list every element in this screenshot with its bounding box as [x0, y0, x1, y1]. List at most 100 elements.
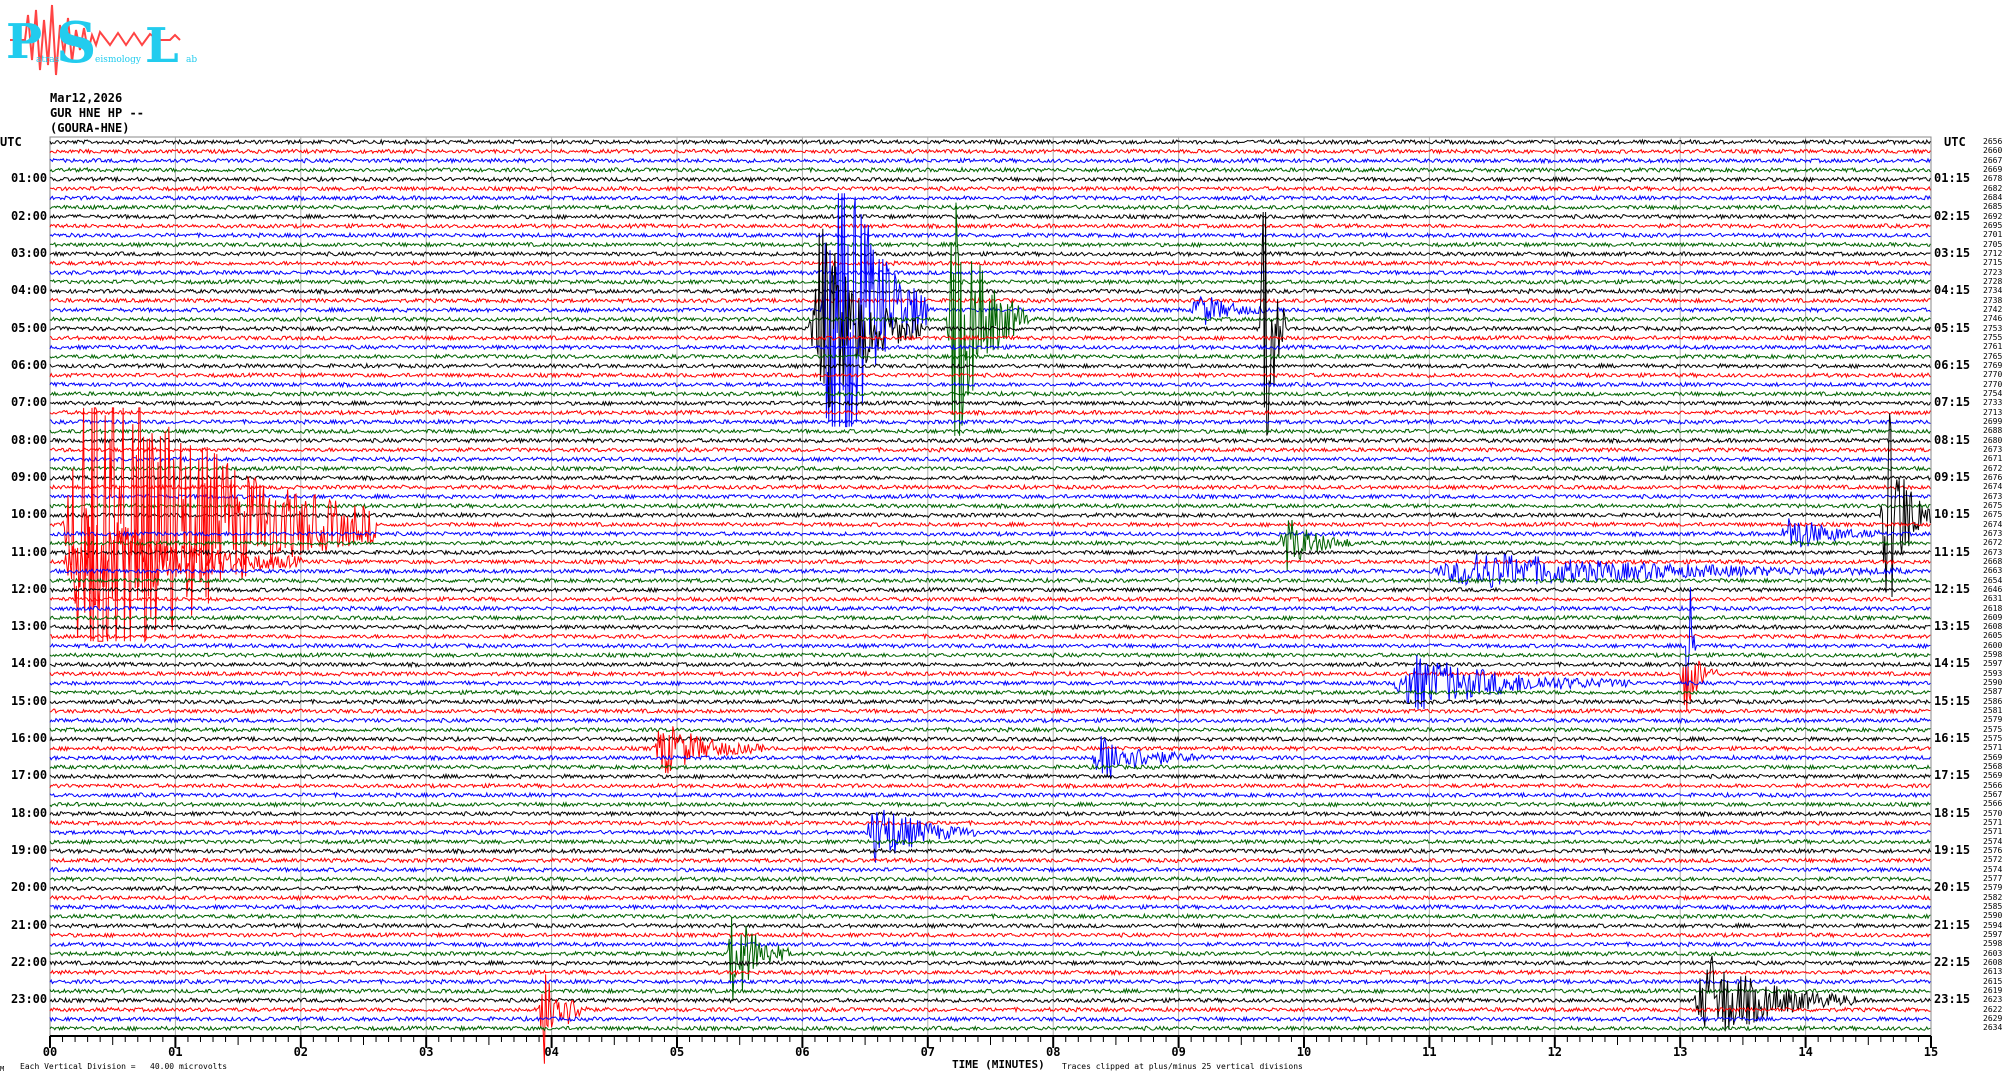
trace-value: 2579 — [1983, 883, 2003, 893]
trace-value: 2656 — [1983, 137, 2003, 146]
trace-value: 2701 — [1983, 230, 2003, 240]
trace-line — [49, 502, 1931, 510]
left-time-label: 17:00 — [11, 768, 48, 783]
trace-value: 2572 — [1983, 855, 2003, 865]
trace-value: 2753 — [1983, 323, 2003, 333]
trace-line — [49, 437, 1931, 445]
right-time-label: 01:15 — [1934, 171, 1971, 186]
trace-value: 2733 — [1983, 398, 2003, 408]
left-time-label: 12:00 — [11, 581, 48, 596]
right-time-label: 21:15 — [1934, 917, 1971, 932]
left-time-label: 03:00 — [11, 245, 48, 260]
trace-value: 2674 — [1983, 482, 2003, 492]
trace-value: 2569 — [1983, 771, 2003, 781]
right-time-label: 04:15 — [1934, 283, 1971, 298]
left-time-label: 21:00 — [11, 917, 48, 932]
trace-value: 2618 — [1983, 603, 2003, 613]
x-tick-label: 02 — [294, 1045, 308, 1059]
right-time-label: 10:15 — [1934, 507, 1971, 522]
trace-line — [49, 736, 1931, 778]
trace-line — [49, 576, 1931, 585]
trace-value: 2597 — [1983, 659, 2003, 669]
trace-value: 2571 — [1983, 743, 2003, 753]
trace-line — [49, 212, 1931, 221]
trace-value: 2567 — [1983, 790, 2003, 800]
trace-value: 2594 — [1983, 920, 2003, 930]
trace-line — [49, 1024, 1931, 1032]
trace-line — [49, 912, 1931, 920]
x-tick-label: 14 — [1798, 1045, 1812, 1059]
trace-value: 2598 — [1983, 650, 2003, 660]
trace-value: 2609 — [1983, 612, 2003, 622]
trace-line — [49, 222, 1931, 230]
x-tick-label: 12 — [1548, 1045, 1562, 1059]
trace-line — [49, 138, 1931, 146]
trace-line — [49, 931, 1931, 939]
trace-value: 2569 — [1983, 752, 2003, 762]
trace-line — [49, 296, 1931, 305]
trace-line — [49, 147, 1931, 155]
trace-value: 2692 — [1983, 211, 2003, 221]
trace-value: 2673 — [1983, 547, 2003, 557]
left-time-label: 22:00 — [11, 955, 48, 970]
trace-line — [49, 409, 1931, 417]
trace-line — [49, 968, 1931, 977]
trace-line — [49, 654, 1931, 710]
trace-line — [49, 875, 1931, 883]
trace-value: 2765 — [1983, 351, 2003, 361]
trace-value: 2680 — [1983, 435, 2003, 445]
trace-value: 2571 — [1983, 818, 2003, 828]
trace-value: 2600 — [1983, 640, 2003, 650]
trace-value: 2734 — [1983, 286, 2003, 296]
x-tick-label: 10 — [1297, 1045, 1311, 1059]
left-time-label: 11:00 — [11, 544, 48, 559]
trace-line — [49, 413, 1931, 598]
trace-value: 2571 — [1983, 827, 2003, 837]
svg-text:ab: ab — [186, 55, 197, 65]
right-time-label: 23:15 — [1934, 992, 1971, 1007]
trace-line — [49, 623, 1931, 631]
trace-value: 2770 — [1983, 370, 2003, 380]
right-time-label: 06:15 — [1934, 357, 1971, 372]
right-time-label: 14:15 — [1934, 656, 1971, 671]
trace-line — [49, 651, 1931, 659]
trace-line — [49, 231, 1931, 239]
trace-line — [49, 614, 1931, 622]
trace-value: 2577 — [1983, 874, 2003, 884]
trace-line — [49, 791, 1931, 799]
footer-mark: M — [0, 1065, 5, 1073]
trace-line — [49, 250, 1931, 258]
trace-line — [49, 847, 1931, 855]
trace-value: 2712 — [1983, 248, 2003, 258]
trace-value: 2673 — [1983, 444, 2003, 454]
left-time-label: 07:00 — [11, 395, 48, 410]
trace-line — [49, 352, 1931, 360]
right-time-label: 02:15 — [1934, 208, 1971, 223]
right-time-label: 08:15 — [1934, 432, 1971, 447]
trace-line — [49, 380, 1931, 389]
trace-line — [49, 632, 1931, 640]
x-tick-label: 07 — [921, 1045, 935, 1059]
left-time-label: 13:00 — [11, 619, 48, 634]
left-time-label: 16:00 — [11, 731, 48, 746]
trace-line — [49, 955, 1931, 1032]
right-time-label: 03:15 — [1934, 245, 1971, 260]
right-time-label: 15:15 — [1934, 693, 1971, 708]
left-time-label: 23:00 — [11, 992, 48, 1007]
left-time-label: 10:00 — [11, 507, 48, 522]
trace-value: 2576 — [1983, 846, 2003, 856]
trace-line — [49, 660, 1931, 669]
trace-value: 2623 — [1983, 995, 2003, 1005]
trace-value: 2673 — [1983, 491, 2003, 501]
left-time-label: 01:00 — [11, 171, 48, 186]
trace-value: 2738 — [1983, 295, 2003, 305]
trace-line — [49, 194, 1931, 202]
trace-value: 2574 — [1983, 864, 2003, 874]
trace-line — [49, 508, 1931, 613]
trace-line — [49, 492, 1931, 501]
svg-text:L: L — [145, 18, 179, 74]
trace-line — [49, 518, 1931, 548]
left-time-label: 05:00 — [11, 320, 48, 335]
plot-frame — [49, 136, 1932, 1037]
trace-line — [49, 604, 1931, 613]
